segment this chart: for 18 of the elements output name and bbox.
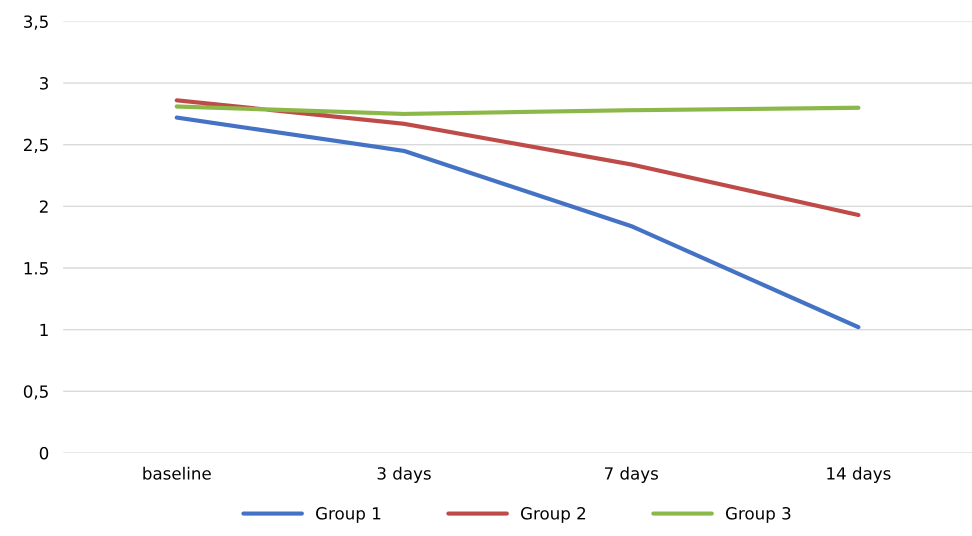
line-series bbox=[174, 116, 860, 330]
x-tick-label: 3 days bbox=[378, 466, 431, 483]
x-tick-label: 14 days bbox=[827, 466, 891, 483]
y-tick-label: 3,5 bbox=[24, 15, 48, 30]
line-series bbox=[174, 98, 860, 218]
x-tick-label: 7 days bbox=[604, 466, 658, 483]
y-tick-label: 0 bbox=[40, 446, 48, 460]
legend-label: Group 3 bbox=[726, 507, 790, 523]
legend-label: Group 2 bbox=[521, 507, 586, 523]
legend-label: Group 1 bbox=[316, 507, 380, 523]
x-tick-label: baseline bbox=[143, 466, 211, 480]
y-tick-label: 1 bbox=[40, 324, 48, 336]
y-tick-label: 2,5 bbox=[24, 138, 48, 153]
y-tick-label: 2 bbox=[40, 200, 48, 213]
y-tick-label: 3 bbox=[40, 77, 48, 90]
line-series bbox=[174, 104, 860, 116]
y-tick-label: 0,5 bbox=[24, 385, 48, 400]
y-tick-label: 1.5 bbox=[24, 262, 48, 275]
